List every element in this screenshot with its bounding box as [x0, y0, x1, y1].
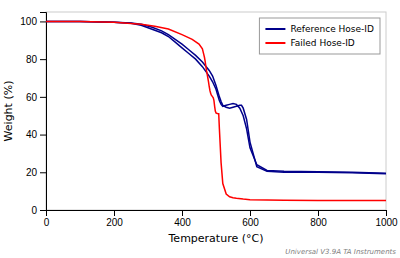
tick-label: 0 [44, 217, 50, 228]
series-line [46, 21, 386, 173]
tick-mark [40, 97, 46, 98]
tick-mark [40, 172, 46, 173]
tick-label: 400 [174, 217, 191, 228]
tick: 80 [26, 54, 46, 65]
legend-swatch [265, 28, 285, 30]
tick-label: 40 [26, 129, 38, 140]
plot-frame [46, 12, 386, 210]
chart: 0 200 400 600 800 1000 0 20 40 60 80 100 Reference H… [0, 0, 400, 258]
annotation: Universal V3.9A TA Instruments [285, 248, 396, 256]
series-line [46, 21, 386, 173]
tick: 800 [310, 210, 327, 228]
tick-mark [386, 210, 387, 216]
legend-item: Reference Hose-ID [265, 24, 374, 34]
legend-frame [259, 18, 380, 54]
y-axis-title: Weight (%) [2, 81, 15, 142]
tick-mark [40, 21, 46, 22]
tick: 0 [44, 210, 50, 228]
legend: Reference Hose-ID Failed Hose-ID [259, 18, 380, 54]
tick-mark [250, 210, 251, 216]
tick-mark [318, 210, 319, 216]
tick-mark [182, 210, 183, 216]
tick: 60 [26, 92, 46, 103]
tick-label: 100 [20, 16, 37, 27]
legend-label: Reference Hose-ID [290, 24, 374, 34]
tick-mark [114, 210, 115, 216]
tick: 100 [20, 16, 46, 27]
tick: 40 [26, 129, 46, 140]
tick-label: 600 [242, 217, 259, 228]
legend-swatch [265, 42, 285, 44]
x-axis: 0 200 400 600 800 1000 [44, 210, 398, 228]
tick: 600 [242, 210, 259, 228]
axis-line [47, 211, 387, 217]
tick: 400 [174, 210, 191, 228]
tick-mark [40, 210, 46, 211]
tick-mark [40, 59, 46, 60]
tick-label: 0 [31, 205, 37, 216]
tick: 200 [106, 210, 123, 228]
axis-line [40, 13, 47, 211]
tick: 1000 [375, 210, 398, 228]
legend-label: Failed Hose-ID [290, 38, 354, 48]
tick-mark [40, 135, 46, 136]
tick: 0 [31, 205, 46, 216]
tick-label: 60 [26, 92, 38, 103]
tick-label: 20 [26, 167, 38, 178]
tick: 20 [26, 167, 46, 178]
legend-item: Failed Hose-ID [265, 38, 354, 48]
tick-label: 800 [310, 217, 327, 228]
tick-label: 200 [106, 217, 123, 228]
x-axis-title: Temperature (°C) [168, 232, 264, 245]
tick-label: 80 [26, 54, 38, 65]
tick-label: 1000 [375, 217, 398, 228]
y-axis: 0 20 40 60 80 100 [20, 13, 46, 216]
plot: 0 200 400 600 800 1000 0 20 40 60 80 100 Reference H… [20, 12, 398, 228]
